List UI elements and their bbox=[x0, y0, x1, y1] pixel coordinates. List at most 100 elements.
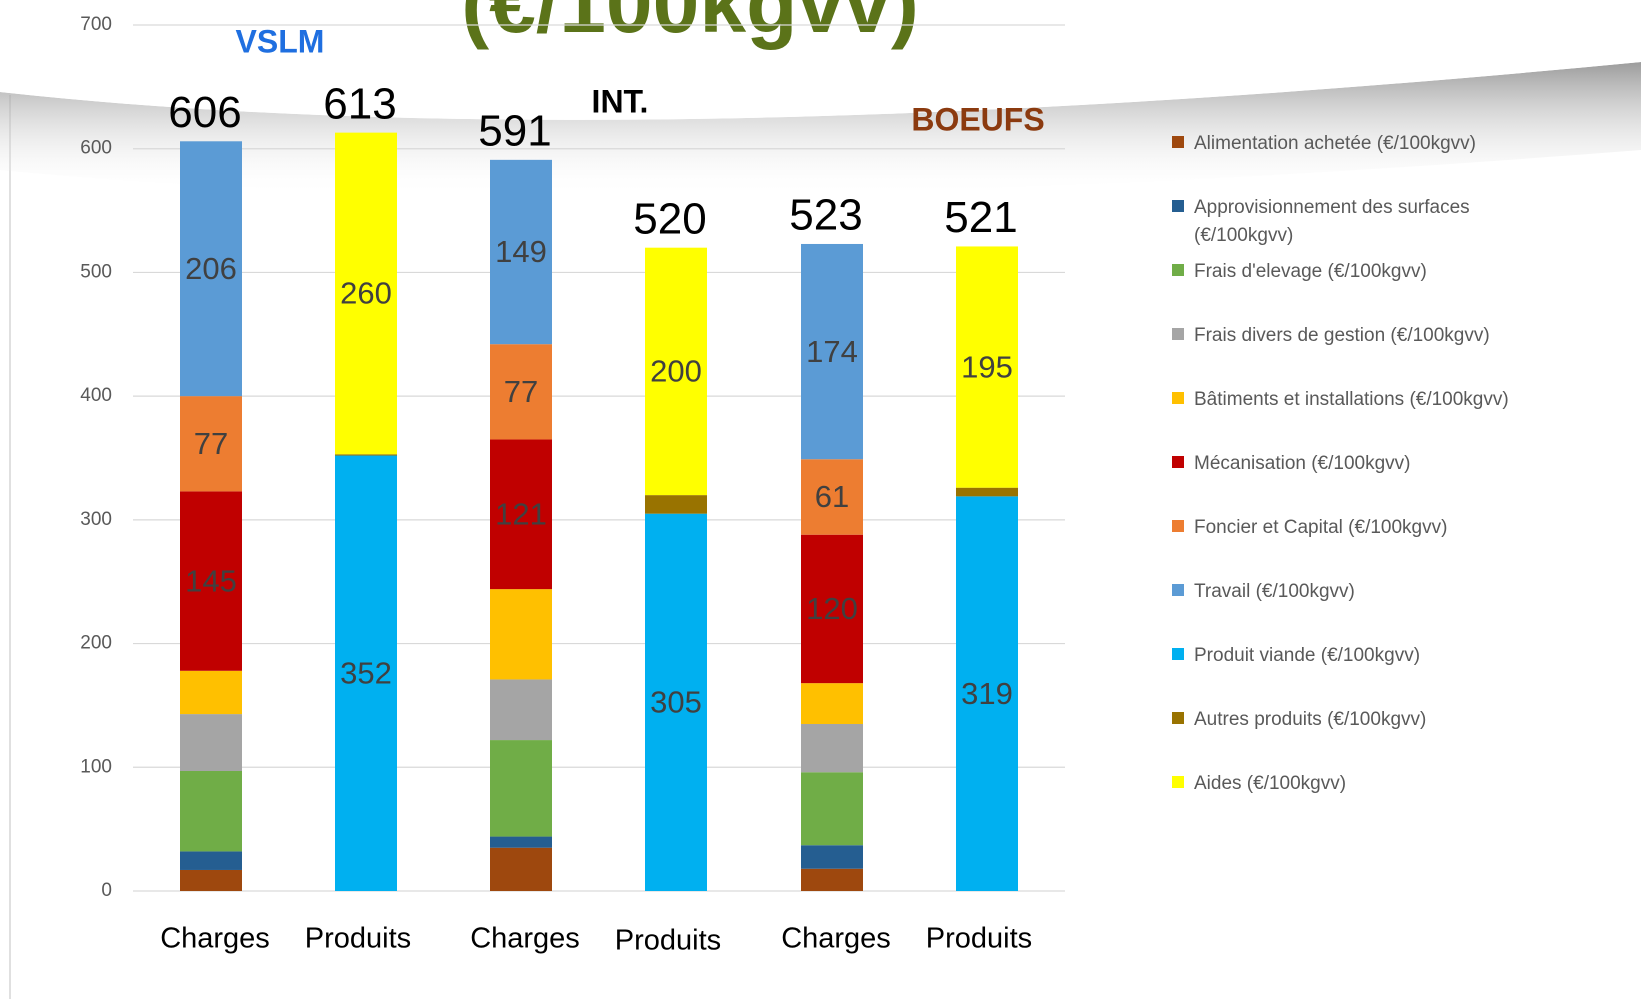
swoosh bbox=[0, 0, 1641, 120]
data-label: 145 bbox=[185, 563, 237, 598]
bar-segment bbox=[180, 851, 242, 870]
legend-swatch bbox=[1172, 584, 1184, 596]
bar-segment bbox=[180, 670, 242, 715]
y-tick-label: 400 bbox=[80, 385, 112, 406]
group-label: VSLM bbox=[236, 23, 325, 59]
bar-segment bbox=[801, 868, 863, 891]
y-tick-label: 600 bbox=[80, 138, 112, 159]
bar-segment bbox=[490, 836, 552, 848]
bar-segment bbox=[490, 740, 552, 837]
bar-segment bbox=[180, 714, 242, 771]
bar-segment bbox=[490, 439, 552, 590]
bar-segment bbox=[956, 246, 1018, 488]
legend-label: Aides (€/100kgvv) bbox=[1194, 773, 1347, 794]
legend-item: Aides (€/100kgvv) bbox=[1172, 770, 1562, 798]
legend-item: Frais divers de gestion (€/100kgvv) bbox=[1172, 322, 1562, 350]
bar-segment bbox=[180, 770, 242, 852]
bar-segment bbox=[335, 132, 397, 455]
bar-segment bbox=[490, 847, 552, 891]
legend-item: Mécanisation (€/100kgvv) bbox=[1172, 450, 1562, 478]
total-label: 523 bbox=[789, 191, 862, 240]
bar-segment bbox=[645, 513, 707, 891]
total-label: 613 bbox=[323, 79, 396, 128]
bar-segment bbox=[801, 683, 863, 724]
bar-segment bbox=[956, 487, 1018, 497]
data-label: 77 bbox=[194, 426, 228, 461]
bar-segment bbox=[335, 455, 397, 891]
total-label: 520 bbox=[633, 194, 706, 243]
legend-swatch bbox=[1172, 264, 1184, 276]
y-tick-label: 200 bbox=[80, 633, 112, 654]
bar-segment bbox=[801, 534, 863, 684]
legend-label: Approvisionnement des surfaces (€/100kgv… bbox=[1194, 197, 1470, 246]
bar-segment bbox=[490, 159, 552, 345]
data-label: 121 bbox=[495, 496, 547, 531]
data-label: 61 bbox=[815, 479, 849, 514]
total-label: 521 bbox=[944, 193, 1017, 242]
legend-label: Frais d'elevage (€/100kgvv) bbox=[1194, 261, 1427, 282]
x-tick-label: Produits bbox=[615, 925, 721, 957]
x-tick-label: Produits bbox=[926, 923, 1032, 955]
y-tick-label: 300 bbox=[80, 509, 112, 530]
data-label: 120 bbox=[806, 591, 858, 626]
bar-segment bbox=[801, 243, 863, 460]
legend-label: Autres produits (€/100kgvv) bbox=[1194, 709, 1427, 730]
data-label: 206 bbox=[185, 251, 237, 286]
data-label: 319 bbox=[961, 676, 1013, 711]
legend-swatch bbox=[1172, 712, 1184, 724]
legend-item: Travail (€/100kgvv) bbox=[1172, 578, 1562, 606]
bar-segment bbox=[801, 845, 863, 869]
data-label: 195 bbox=[961, 349, 1013, 384]
y-tick-label: 700 bbox=[80, 14, 112, 35]
bar-segment bbox=[490, 589, 552, 680]
bar-segment bbox=[335, 454, 397, 456]
data-label: 77 bbox=[504, 374, 538, 409]
x-tick-label: Charges bbox=[781, 923, 891, 955]
bar-segment bbox=[645, 247, 707, 496]
legend-swatch bbox=[1172, 328, 1184, 340]
legend-swatch bbox=[1172, 776, 1184, 788]
legend-item: Approvisionnement des surfaces (€/100kgv… bbox=[1172, 194, 1562, 250]
group-label: BOEUFS bbox=[911, 101, 1044, 137]
total-label: 606 bbox=[168, 88, 241, 137]
x-tick-label: Charges bbox=[160, 923, 270, 955]
legend-swatch bbox=[1172, 648, 1184, 660]
legend-item: Frais d'elevage (€/100kgvv) bbox=[1172, 258, 1562, 286]
group-label: INT. bbox=[592, 83, 649, 119]
legend-label: Mécanisation (€/100kgvv) bbox=[1194, 453, 1411, 474]
legend-swatch bbox=[1172, 520, 1184, 532]
bar-segment bbox=[645, 495, 707, 514]
y-tick-label: 100 bbox=[80, 756, 112, 777]
legend-swatch bbox=[1172, 392, 1184, 404]
legend-item: Produit viande (€/100kgvv) bbox=[1172, 642, 1562, 670]
data-label: 149 bbox=[495, 234, 547, 269]
bar-segment bbox=[180, 869, 242, 891]
legend-swatch bbox=[1172, 136, 1184, 148]
legend-swatch bbox=[1172, 456, 1184, 468]
bar-segment bbox=[490, 679, 552, 741]
legend-item: Alimentation achetée (€/100kgvv) bbox=[1172, 130, 1562, 158]
data-label: 260 bbox=[340, 276, 392, 311]
bar-segment bbox=[801, 723, 863, 773]
bar-segment bbox=[801, 459, 863, 535]
x-tick-label: Produits bbox=[305, 923, 411, 955]
legend-item: Bâtiments et installations (€/100kgvv) bbox=[1172, 386, 1562, 414]
y-tick-label: 500 bbox=[80, 261, 112, 282]
bar-segment bbox=[956, 496, 1018, 891]
data-label: 305 bbox=[650, 685, 702, 720]
legend-label: Alimentation achetée (€/100kgvv) bbox=[1194, 133, 1476, 154]
y-tick-label: 0 bbox=[101, 880, 112, 901]
x-tick-label: Charges bbox=[470, 923, 580, 955]
legend-item: Autres produits (€/100kgvv) bbox=[1172, 706, 1562, 734]
total-label: 591 bbox=[478, 106, 551, 155]
data-label: 174 bbox=[806, 334, 858, 369]
bar-segment bbox=[180, 141, 242, 397]
legend-label: Foncier et Capital (€/100kgvv) bbox=[1194, 517, 1448, 538]
legend-label: Frais divers de gestion (€/100kgvv) bbox=[1194, 325, 1490, 346]
data-label: 200 bbox=[650, 354, 702, 389]
data-label: 352 bbox=[340, 655, 392, 690]
bar-segment bbox=[180, 396, 242, 492]
